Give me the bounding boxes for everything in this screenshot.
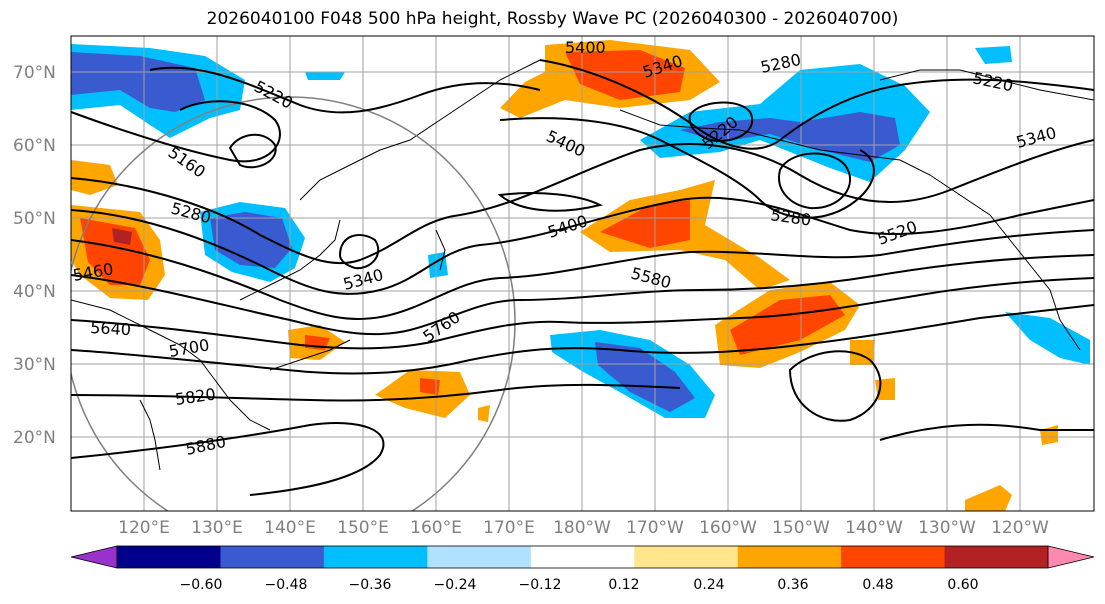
lat-label: 40°N — [13, 282, 56, 302]
colorbar-tick-label: 0.12 — [608, 577, 639, 593]
height-contours — [71, 59, 1094, 496]
lat-label: 70°N — [13, 63, 56, 83]
contour-line — [71, 139, 1094, 265]
colorbar-segment — [117, 546, 221, 568]
colorbar-tick-label: −0.48 — [265, 577, 308, 593]
colorbar-tick-label: 0.48 — [862, 577, 893, 593]
colorbar-tick-label: −0.24 — [434, 577, 477, 593]
colorbar-segment — [841, 546, 946, 568]
colorbar-segment — [427, 546, 532, 568]
lon-label: 140°W — [845, 518, 903, 538]
colorbar-tick-label: 0.60 — [947, 577, 978, 593]
negative-anomaly-area — [1005, 312, 1090, 365]
positive-anomaly-area — [375, 370, 470, 418]
contour-line — [688, 101, 754, 142]
lon-label: 160°E — [410, 518, 462, 538]
lat-label: 30°N — [13, 355, 56, 375]
negative-anomaly-core — [210, 212, 292, 268]
lon-label: 120°W — [991, 518, 1049, 538]
map-content — [71, 36, 1094, 511]
contour-line — [338, 234, 380, 270]
lon-label: 170°E — [483, 518, 535, 538]
contour-line — [879, 423, 1094, 441]
coastlines — [71, 59, 1094, 471]
positive-anomaly-peak — [112, 228, 132, 245]
colorbar-tick-label: −0.12 — [519, 577, 562, 593]
map-frame — [70, 35, 1095, 512]
positive-anomaly-core — [80, 218, 150, 285]
contour-line — [71, 100, 281, 163]
positive-anomaly-core — [420, 378, 440, 395]
colorbar-tick-label: 0.24 — [693, 577, 724, 593]
contour-line — [788, 350, 882, 422]
colorbar-tick-label: −0.36 — [349, 577, 392, 593]
colorbar-segment — [530, 546, 635, 568]
contour-line — [539, 59, 1094, 150]
contour-line — [71, 422, 385, 496]
lon-label: 150°W — [772, 518, 830, 538]
lon-label: 120°E — [118, 518, 170, 538]
colorbar-tick-label: −0.60 — [180, 577, 223, 593]
colorbar-segment — [634, 546, 739, 568]
positive-anomaly-core — [730, 295, 845, 355]
contour-line — [71, 196, 1094, 295]
contour-line — [71, 383, 681, 402]
colorbar-segment — [323, 546, 428, 568]
positive-anomaly-area — [965, 485, 1012, 511]
negative-anomaly-core — [595, 342, 695, 412]
lon-label: 180°W — [553, 518, 611, 538]
contour-line — [71, 304, 1094, 375]
contour-line — [228, 133, 277, 169]
domain-circle — [71, 96, 516, 511]
negative-anomaly-area — [305, 72, 345, 80]
lon-label: 160°W — [699, 518, 757, 538]
colorbar-segment — [220, 546, 325, 568]
colorbar: −0.60 −0.48 −0.36 −0.24 −0.12 0.12 0.24 … — [70, 545, 1095, 593]
contour-label: 5400 — [565, 38, 606, 57]
positive-anomaly-area — [71, 160, 118, 195]
colorbar-frame — [116, 545, 1049, 569]
lat-label: 20°N — [13, 428, 56, 448]
lon-label: 130°E — [191, 518, 243, 538]
lon-label: 150°E — [337, 518, 389, 538]
lat-label: 60°N — [13, 136, 56, 156]
negative-anomaly-core — [680, 112, 900, 162]
contour-line — [778, 152, 851, 210]
negative-anomaly-area — [975, 46, 1012, 64]
latitude-labels: 70°N 60°N 50°N 40°N 30°N 20°N — [13, 63, 56, 448]
longitude-labels: 120°E 130°E 140°E 150°E 160°E 170°E 180°… — [118, 518, 1049, 538]
contour-line — [497, 192, 603, 212]
contour-line — [149, 66, 541, 114]
lat-label: 50°N — [13, 209, 56, 229]
colorbar-segment — [737, 546, 842, 568]
lon-label: 130°W — [918, 518, 976, 538]
colorbar-left-extension — [70, 545, 118, 569]
contour-line — [71, 277, 1094, 350]
colorbar-segments — [117, 546, 1049, 568]
colorbar-tick-label: 0.36 — [777, 577, 808, 593]
colorbar-right-extension — [1047, 545, 1095, 569]
colorbar-segment — [944, 546, 1049, 568]
lon-label: 140°E — [264, 518, 316, 538]
map-title: 2026040100 F048 500 hPa height, Rossby W… — [206, 9, 899, 29]
colorbar-ticks: −0.60 −0.48 −0.36 −0.24 −0.12 0.12 0.24 … — [180, 577, 979, 593]
contour-line — [71, 229, 1094, 321]
contour-line — [71, 254, 1094, 336]
lon-label: 170°W — [626, 518, 684, 538]
positive-anomaly-area — [478, 405, 490, 422]
contour-line — [499, 117, 875, 219]
contour-label: 5640 — [90, 318, 132, 339]
positive-anomaly-core — [600, 200, 690, 248]
